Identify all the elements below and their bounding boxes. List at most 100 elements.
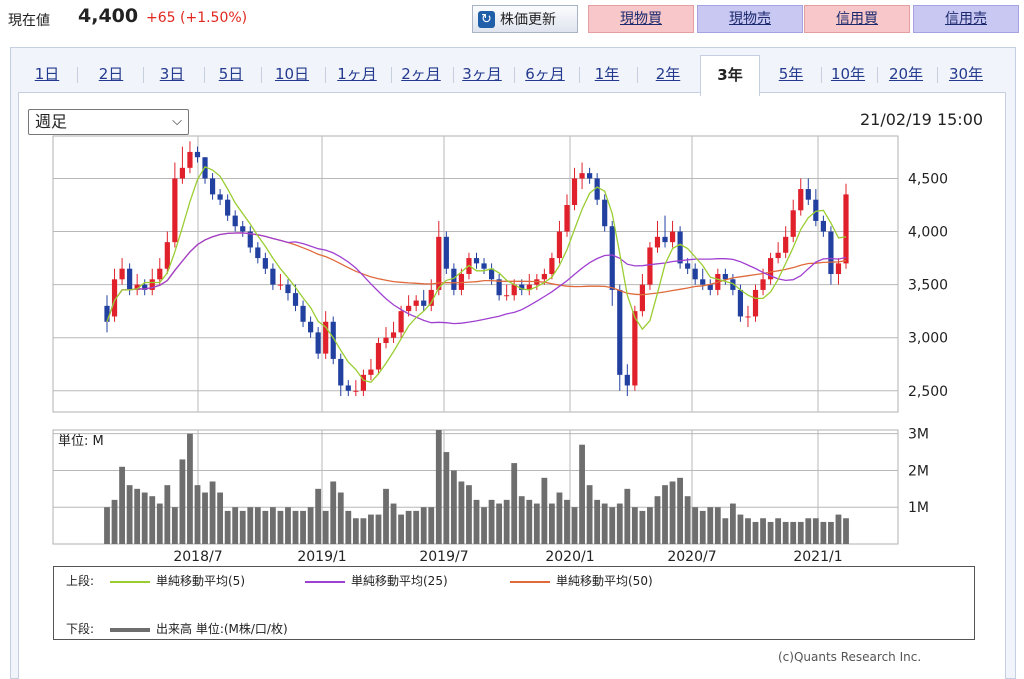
volume-bar: [677, 477, 684, 544]
volume-bar: [292, 510, 299, 544]
volume-bar: [277, 510, 284, 544]
tab-15[interactable]: 20年: [888, 65, 924, 83]
volume-bar: [662, 485, 668, 544]
candle-body: [157, 268, 163, 280]
volume-bar: [164, 485, 171, 544]
candle-body: [164, 242, 170, 269]
tab-4[interactable]: 5日: [218, 65, 244, 83]
candle-body: [828, 231, 834, 274]
volume-bar: [450, 470, 457, 544]
candle-body: [428, 289, 434, 306]
tab-2[interactable]: 2日: [98, 65, 124, 83]
volume-bar: [828, 521, 834, 544]
candle-body: [541, 274, 547, 280]
volume-bar: [812, 518, 819, 544]
volume-bar: [722, 518, 729, 544]
volume-bar: [488, 499, 495, 544]
price-tick-label: 3,500: [908, 278, 948, 294]
tab-13[interactable]: 5年: [778, 65, 804, 83]
tab-separator: [637, 67, 638, 83]
volume-bar: [194, 485, 201, 544]
candle-body: [300, 305, 306, 322]
candle-body: [247, 231, 253, 248]
candle-body: [669, 231, 676, 243]
tab-8[interactable]: 3ヶ月: [462, 65, 502, 83]
candle-body: [594, 178, 600, 200]
refresh-price-button[interactable]: ↻ 株価更新: [472, 5, 578, 33]
candle-body: [556, 231, 563, 259]
candle-body: [119, 268, 125, 280]
volume-tick-label: 3M: [908, 427, 929, 443]
volume-tick-label: 2M: [908, 463, 929, 479]
volume-bar: [549, 503, 555, 544]
margin-sell-button[interactable]: 信用売: [913, 5, 1019, 33]
volume-bar: [420, 507, 427, 544]
volume-bar: [337, 492, 344, 544]
volume-bar: [729, 503, 736, 544]
tab-3[interactable]: 3日: [159, 65, 185, 83]
candle-body: [368, 369, 374, 375]
tab-12[interactable]: 3年: [700, 55, 760, 96]
volume-bar: [413, 510, 420, 544]
volume-bar: [511, 463, 518, 544]
price-tick-label: 4,500: [908, 171, 948, 187]
candle-body: [194, 151, 201, 158]
volume-bar: [699, 510, 706, 544]
cash-buy-button[interactable]: 現物買: [588, 5, 694, 33]
volume-bar: [647, 507, 653, 544]
candle-body: [488, 268, 495, 280]
tab-6[interactable]: 1ヶ月: [337, 65, 377, 83]
candle-body: [835, 263, 842, 274]
tab-11[interactable]: 2年: [655, 65, 681, 83]
candle-body: [436, 236, 442, 290]
candle-body: [805, 189, 811, 200]
margin-buy-button[interactable]: 信用買: [804, 5, 910, 33]
volume-bar: [458, 481, 465, 544]
candle-body: [767, 258, 774, 280]
candle-body: [647, 247, 653, 285]
cash-sell-button[interactable]: 現物売: [697, 5, 803, 33]
volume-bar: [262, 510, 269, 544]
candle-body: [262, 258, 268, 269]
x-tick-label: 2019/1: [297, 549, 346, 565]
tab-9[interactable]: 6ヶ月: [525, 65, 565, 83]
tab-14[interactable]: 10年: [830, 65, 866, 83]
volume-bar: [383, 488, 389, 544]
candle-body: [745, 316, 751, 318]
tab-1[interactable]: 1日: [34, 65, 60, 83]
volume-bar: [134, 488, 141, 544]
volume-bar: [692, 507, 699, 544]
volume-bar: [315, 488, 322, 544]
tab-10[interactable]: 1年: [594, 65, 620, 83]
price-label: 現在値: [8, 13, 50, 29]
candle-body: [323, 321, 329, 354]
tab-16[interactable]: 30年: [948, 65, 984, 83]
volume-bar: [141, 492, 148, 544]
volume-bar: [503, 499, 510, 544]
legend-volume-label: 出来高 単位:(M株/口/枚): [156, 622, 288, 636]
legend-upper-label: 上段:: [66, 574, 95, 588]
tab-separator: [579, 67, 580, 83]
price-value: 4,400: [78, 5, 139, 27]
volume-bar: [805, 518, 812, 544]
volume-bar: [752, 521, 759, 544]
tab-7[interactable]: 2ヶ月: [401, 65, 441, 83]
candle-body: [179, 167, 186, 179]
volume-bar: [209, 481, 216, 544]
ma25-line: [106, 232, 847, 325]
candle-body: [187, 151, 193, 168]
x-tick-label: 2021/1: [793, 549, 842, 565]
tab-5[interactable]: 10日: [274, 65, 310, 83]
candle-body: [602, 199, 608, 227]
tab-separator: [143, 67, 144, 83]
volume-bar: [775, 518, 782, 544]
volume-bar: [616, 503, 623, 544]
tab-separator: [325, 67, 326, 83]
volume-bar: [481, 507, 487, 544]
legend: 上段: 単純移動平均(5) 単純移動平均(25) 単純移動平均(50) 下段: …: [53, 566, 975, 640]
candle-body: [232, 215, 238, 227]
volume-bar: [790, 521, 797, 544]
candle-body: [240, 226, 246, 232]
candle-period-select[interactable]: 週足 ⌵: [28, 109, 189, 135]
